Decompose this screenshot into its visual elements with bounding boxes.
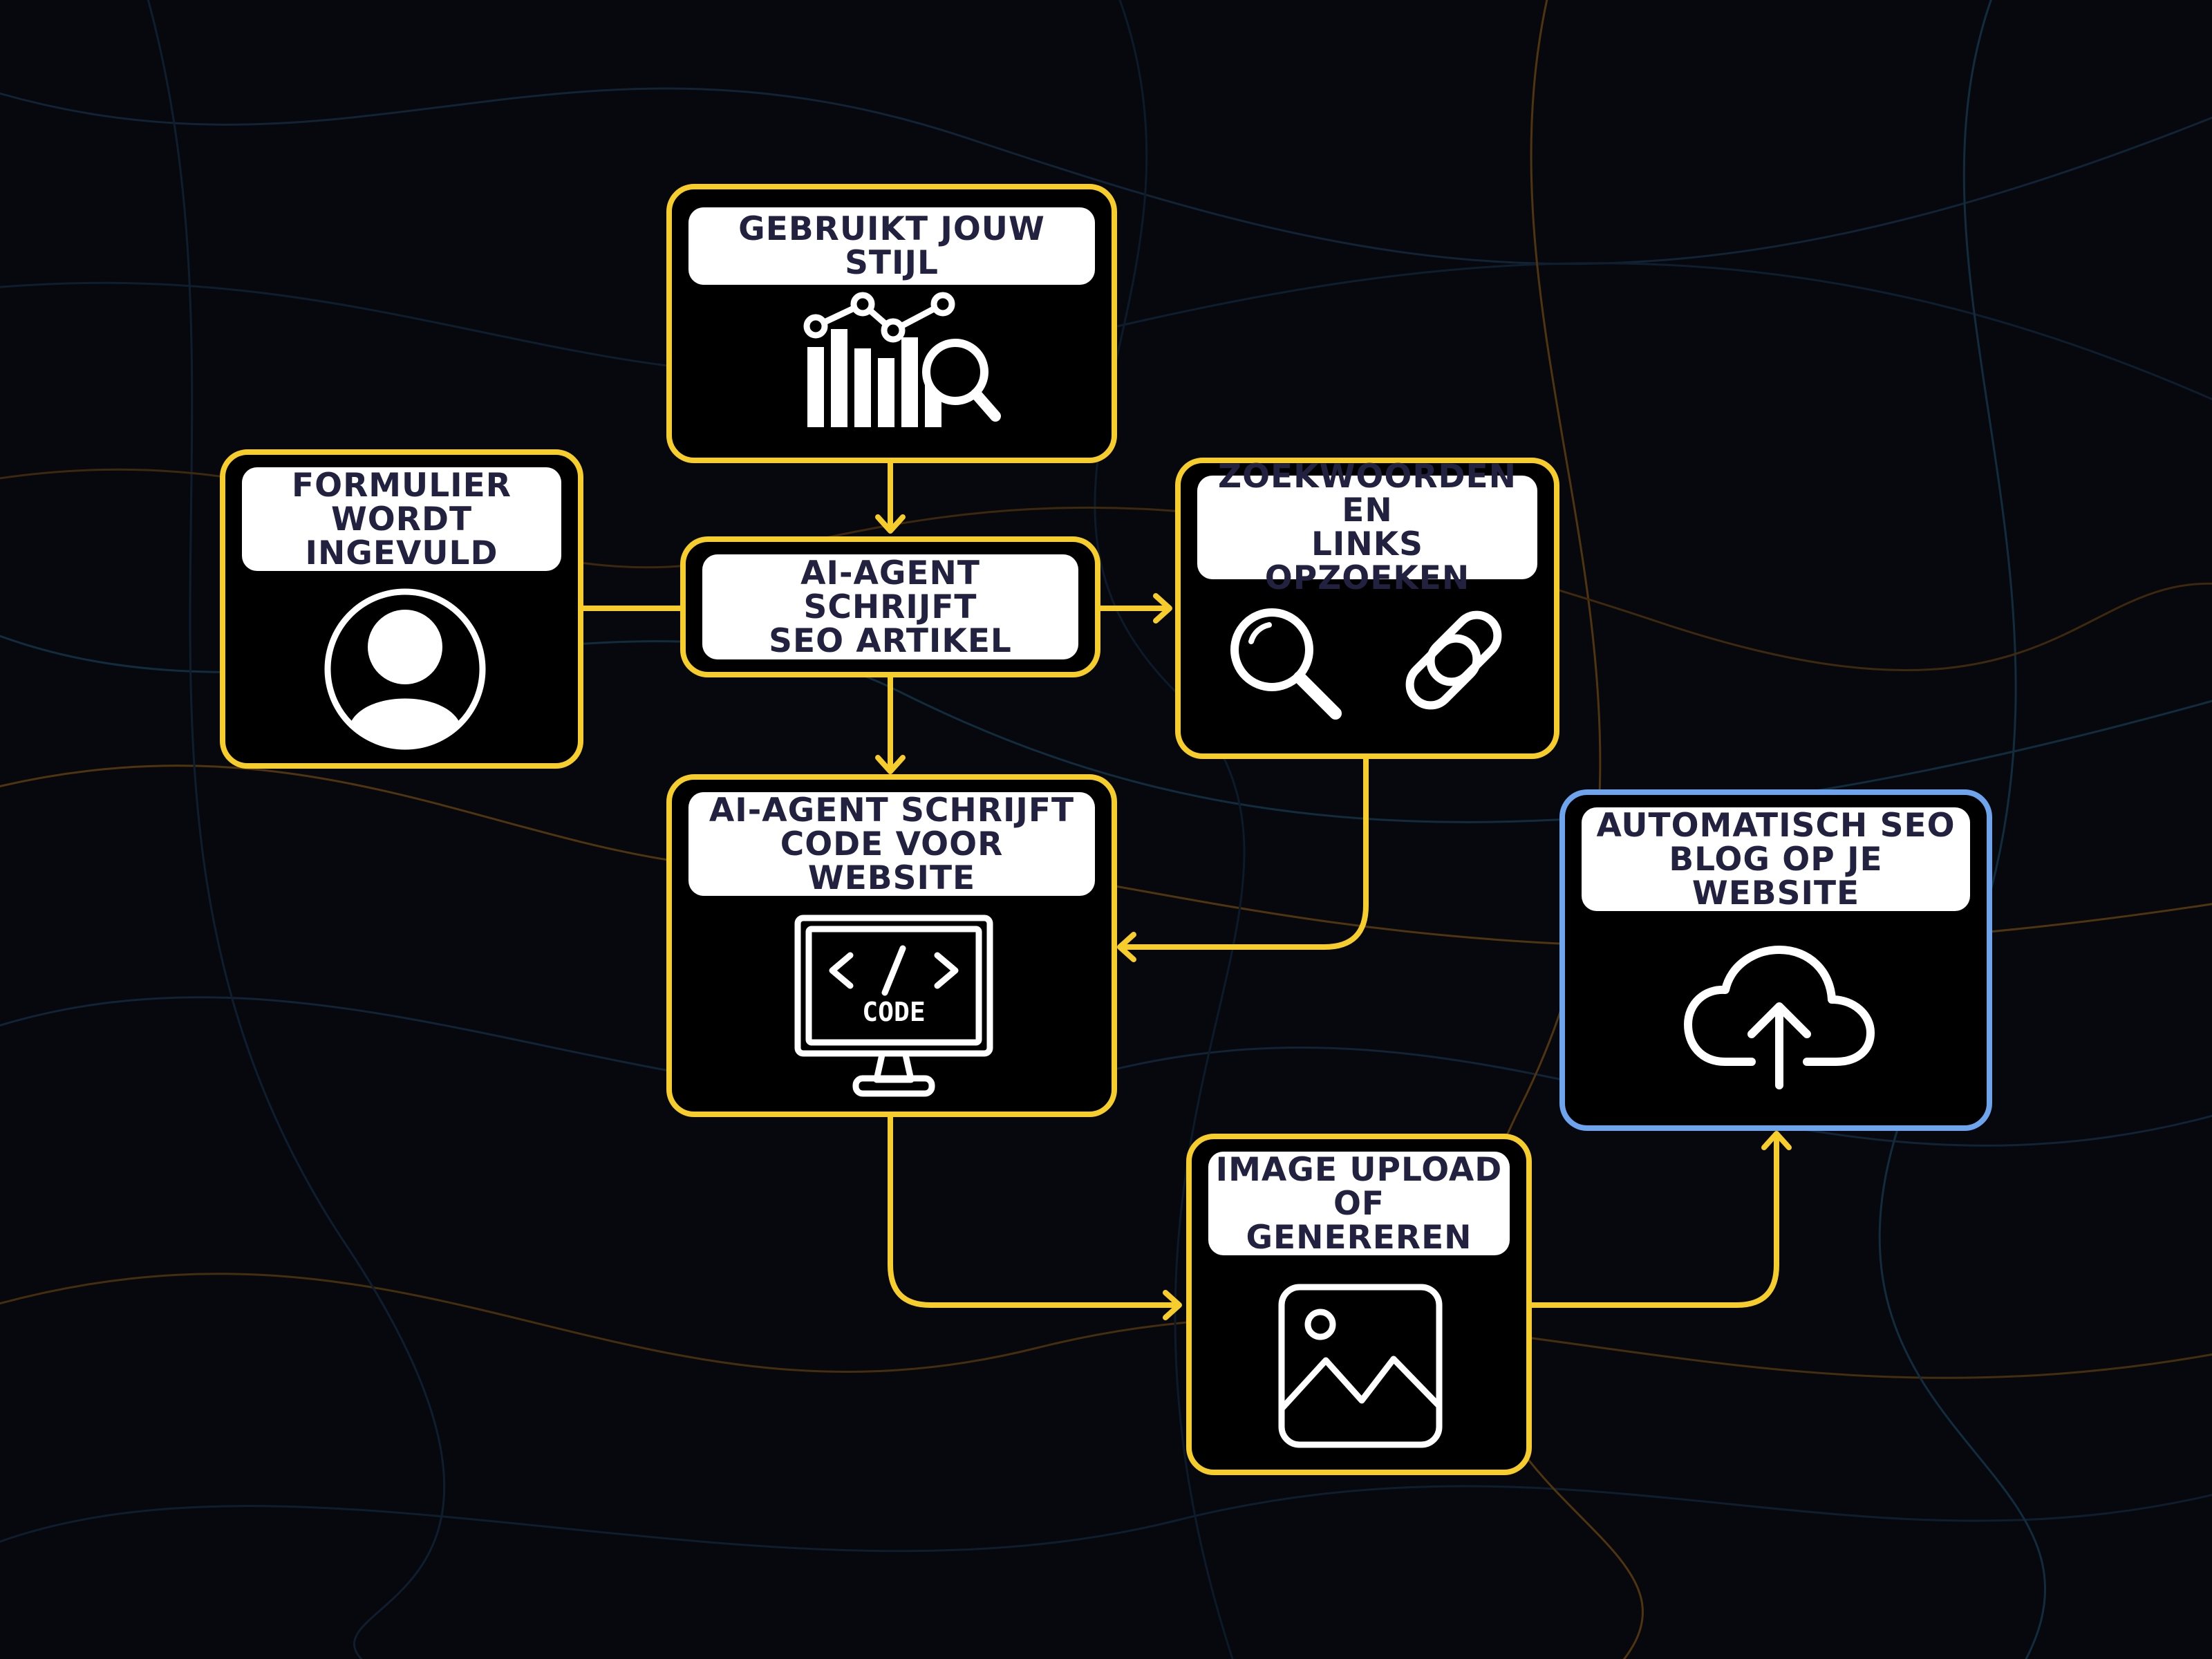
node-automatisch-seo-blog-op-je-website: Automatisch SEO blog op je website [1559, 789, 1992, 1131]
search-icon [1224, 601, 1348, 726]
node-label: Image upload of genereren [1208, 1152, 1510, 1255]
edge-image-auto [1526, 1131, 1792, 1308]
node-formulier-wordt-ingevuld: Formulier wordt ingevuld [220, 449, 583, 769]
node-label-text: Gebruikt jouw stijl [738, 210, 1045, 282]
node-image-upload-of-genereren: Image upload of genereren [1186, 1134, 1532, 1475]
node-label-text: Image upload of genereren [1215, 1150, 1503, 1257]
node-ai-agent-schrijft-code-voor-website: AI-agent schrijft code voor website CODE [666, 774, 1117, 1117]
edge-keywords-code [1117, 755, 1369, 962]
node-ai-agent-schrijft-seo-artikel: AI-agent schrijft SEO artikel [680, 536, 1100, 677]
node-label-text: AI-agent schrijft SEO artikel [769, 554, 1012, 660]
node-label: Zoekwoorden en links opzoeken [1197, 460, 1537, 595]
cloud-upload-icon [1683, 944, 1876, 1089]
code-icon-text: CODE [862, 997, 926, 1027]
code-monitor-icon: CODE [794, 914, 994, 1100]
node-label: Formulier wordt ingevuld [242, 467, 561, 571]
image-icon [1277, 1283, 1443, 1449]
chart-search-icon [800, 292, 1001, 430]
edge-article-code [875, 673, 906, 774]
edge-style-article [875, 459, 906, 534]
node-label-text: Automatisch SEO blog op je website [1596, 806, 1956, 912]
node-label-text: Formulier wordt ingevuld [292, 466, 512, 572]
user-icon [322, 586, 488, 752]
node-label: AI-agent schrijft code voor website [688, 792, 1095, 896]
node-label-text: AI-agent schrijft code voor website [709, 791, 1075, 897]
node-label: Automatisch SEO blog op je website [1582, 807, 1970, 911]
node-label: Gebruikt jouw stijl [688, 207, 1095, 285]
node-zoekwoorden-en-links-opzoeken: Zoekwoorden en links opzoeken [1175, 458, 1559, 759]
node-label-text: Zoekwoorden en links opzoeken [1218, 458, 1517, 597]
edge-code-image [888, 1112, 1182, 1320]
link-icon [1395, 601, 1512, 719]
node-label: AI-agent schrijft SEO artikel [702, 554, 1078, 659]
node-gebruikt-jouw-stijl: Gebruikt jouw stijl [666, 184, 1117, 463]
